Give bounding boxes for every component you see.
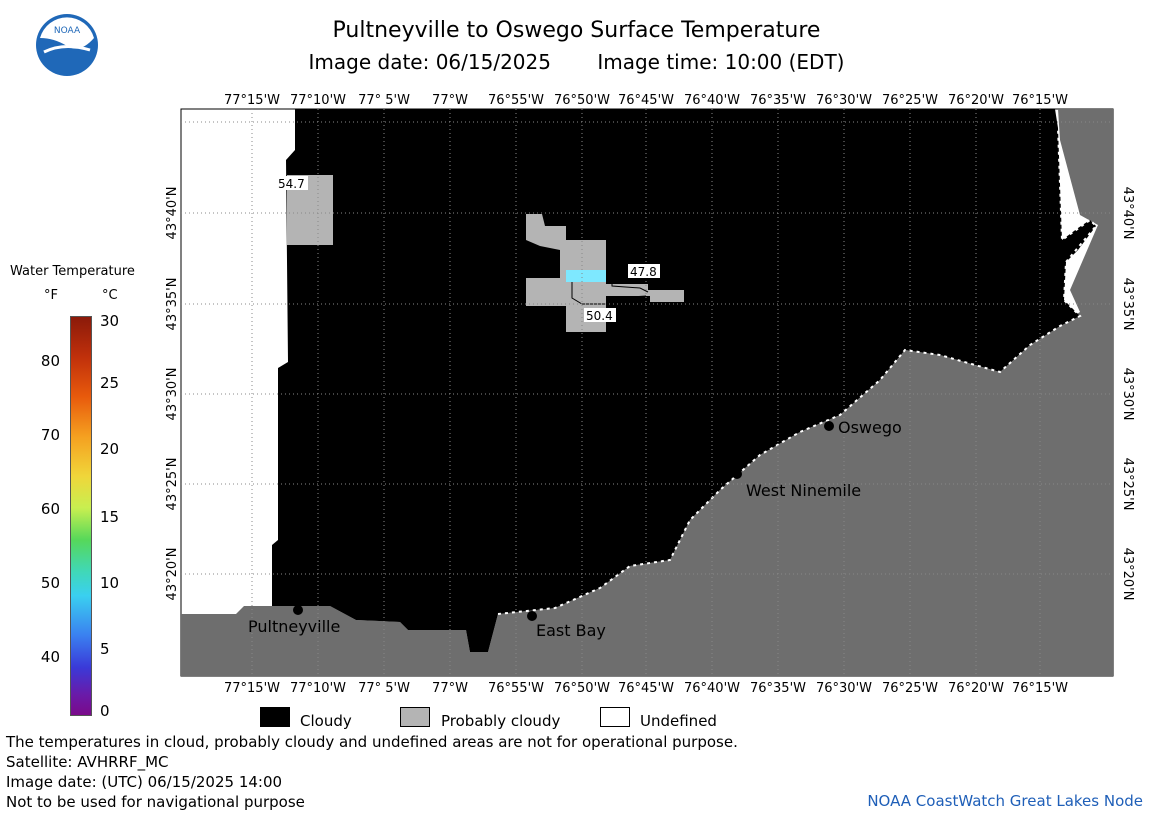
satellite-text: Satellite: AVHRRF_MC <box>6 753 169 771</box>
lon-tick: 77° 5'W <box>358 681 410 696</box>
lon-tick: 76°25'W <box>882 681 938 696</box>
temperature-labels: 54.7 47.8 50.4 <box>276 176 660 323</box>
cool-water-pixels <box>566 270 606 282</box>
lon-tick: 76°40'W <box>684 681 740 696</box>
cloudy-swatch <box>260 707 290 727</box>
lon-tick: 77°15'W <box>224 93 280 108</box>
cloudy-label: Cloudy <box>300 712 352 730</box>
place-label-east-bay: East Bay <box>536 621 606 640</box>
place-label-west-ninemile: West Ninemile <box>746 481 861 500</box>
lon-tick: 77°W <box>432 681 468 696</box>
celsius-tick: 30 <box>100 312 120 330</box>
celsius-tick: 20 <box>100 440 120 458</box>
lon-tick: 76°35'W <box>750 93 806 108</box>
lon-tick: 77°10'W <box>290 93 346 108</box>
temperature-colorbar <box>70 316 92 716</box>
place-label-oswego: Oswego <box>838 418 902 437</box>
lon-tick: 76°15'W <box>1012 93 1068 108</box>
pultneyville-marker <box>293 605 303 615</box>
lon-tick: 76°45'W <box>618 681 674 696</box>
oswego-marker <box>824 421 834 431</box>
lon-tick: 76°20'W <box>948 681 1004 696</box>
temp-label: 54.7 <box>278 177 305 191</box>
fahrenheit-tick: 80 <box>40 352 60 370</box>
east-bay-marker <box>527 611 537 621</box>
lon-tick: 76°50'W <box>554 681 610 696</box>
legend-unit-f: °F <box>44 288 58 303</box>
fahrenheit-tick: 40 <box>40 648 60 666</box>
disclaimer-text: The temperatures in cloud, probably clou… <box>6 733 738 751</box>
lat-tick: 43°20'N <box>1120 548 1135 601</box>
cloudy-area <box>272 109 1096 652</box>
lon-tick: 76°35'W <box>750 681 806 696</box>
west-ninemile-marker <box>732 469 742 479</box>
lat-tick: 43°25'N <box>165 458 180 511</box>
image-time: Image time: 10:00 (EDT) <box>597 50 845 74</box>
lon-tick: 76°50'W <box>554 93 610 108</box>
probably-cloudy-swatch <box>400 707 430 727</box>
fahrenheit-tick: 50 <box>40 574 60 592</box>
lon-tick: 76°55'W <box>488 681 544 696</box>
legend-title: Water Temperature <box>10 264 135 279</box>
lon-tick: 76°15'W <box>1012 681 1068 696</box>
fahrenheit-tick: 70 <box>40 426 60 444</box>
lon-tick: 77°10'W <box>290 681 346 696</box>
lat-tick: 43°40'N <box>165 187 180 240</box>
image-datetime: Image date: 06/15/2025 Image time: 10:00… <box>0 50 1153 74</box>
lon-tick: 77°15'W <box>224 681 280 696</box>
lon-tick: 76°45'W <box>618 93 674 108</box>
coastline <box>497 127 1098 615</box>
celsius-tick: 5 <box>100 640 110 658</box>
lat-tick: 43°30'N <box>1120 368 1135 421</box>
place-markers: Pultneyville East Bay West Ninemile Oswe… <box>248 418 902 640</box>
celsius-tick: 0 <box>100 702 110 720</box>
lon-tick: 77° 5'W <box>358 93 410 108</box>
celsius-tick: 15 <box>100 508 120 526</box>
lon-tick: 76°30'W <box>816 681 872 696</box>
logo-text: NOAA <box>54 26 81 36</box>
probably-cloudy-label: Probably cloudy <box>441 712 561 730</box>
undefined-label: Undefined <box>640 712 717 730</box>
lon-tick: 76°40'W <box>684 93 740 108</box>
temp-label: 47.8 <box>630 265 657 279</box>
celsius-tick: 25 <box>100 374 120 392</box>
lat-tick: 43°25'N <box>1120 458 1135 511</box>
credit-link[interactable]: NOAA CoastWatch Great Lakes Node <box>867 792 1143 810</box>
longitude-labels-top: 77°15'W 77°10'W 77° 5'W 77°W 76°55'W 76°… <box>224 93 1068 108</box>
lon-tick: 76°20'W <box>948 93 1004 108</box>
image-date: Image date: 06/15/2025 <box>308 50 551 74</box>
latitude-labels-right: 43°40'N 43°35'N 43°30'N 43°25'N 43°20'N <box>1120 187 1135 601</box>
fahrenheit-tick: 60 <box>40 500 60 518</box>
lat-tick: 43°35'N <box>165 278 180 331</box>
lon-tick: 76°55'W <box>488 93 544 108</box>
graticule <box>181 109 1113 676</box>
celsius-tick: 10 <box>100 574 120 592</box>
lon-tick: 77°W <box>432 93 468 108</box>
latitude-labels-left: 43°40'N 43°35'N 43°30'N 43°25'N 43°20'N <box>165 187 180 601</box>
lon-tick: 76°30'W <box>816 93 872 108</box>
lat-tick: 43°40'N <box>1120 187 1135 240</box>
lat-tick: 43°30'N <box>165 368 180 421</box>
lon-tick: 76°25'W <box>882 93 938 108</box>
temp-label: 50.4 <box>586 309 613 323</box>
legend-unit-c: °C <box>102 288 118 303</box>
noaa-logo: NOAA <box>36 14 98 76</box>
lat-tick: 43°35'N <box>1120 278 1135 331</box>
navigation-warning: Not to be used for navigational purpose <box>6 793 305 811</box>
map-title: Pultneyville to Oswego Surface Temperatu… <box>332 18 821 43</box>
land-area <box>181 109 1113 676</box>
place-label-pultneyville: Pultneyville <box>248 617 340 636</box>
undefined-swatch <box>600 707 630 727</box>
longitude-labels-bottom: 77°15'W 77°10'W 77° 5'W 77°W 76°55'W 76°… <box>224 681 1068 696</box>
utc-date-text: Image date: (UTC) 06/15/2025 14:00 <box>6 773 283 791</box>
lat-tick: 43°20'N <box>165 548 180 601</box>
